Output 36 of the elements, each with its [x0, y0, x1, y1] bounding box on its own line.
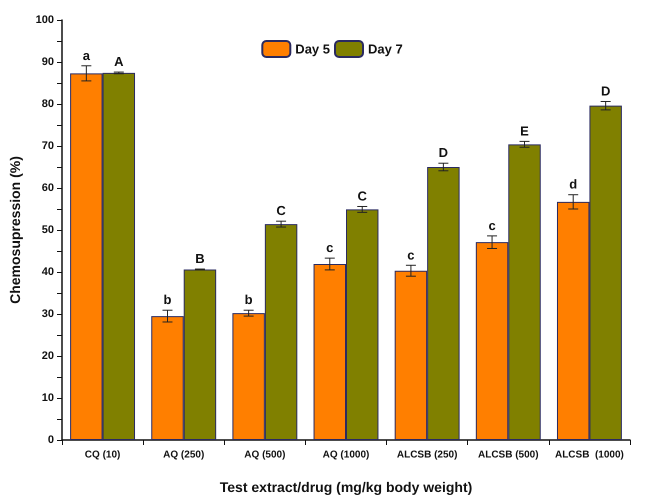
legend-label: Day 5 — [295, 42, 330, 56]
x-axis-title: Test extract/drug (mg/kg body weight) — [220, 479, 472, 495]
annotation: C — [358, 188, 368, 204]
annotation: d — [569, 176, 578, 192]
x-tick-label: AQ (1000) — [322, 450, 370, 460]
annotation: D — [438, 145, 448, 160]
annotation: b — [244, 292, 253, 308]
y-tick-label: 100 — [36, 14, 54, 26]
x-tick-label: ALCSB (250) — [396, 450, 458, 460]
x-tick-label: AQ (250) — [163, 450, 204, 460]
y-tick-label: 0 — [48, 434, 54, 446]
x-tick-label: ALCSB (500) — [478, 450, 539, 460]
annotation: a — [82, 48, 91, 63]
annotation: c — [326, 240, 334, 256]
annotation: b — [164, 292, 172, 308]
y-tick-label: 60 — [42, 182, 54, 194]
y-tick-label: 40 — [42, 266, 54, 278]
annotation: B — [195, 251, 205, 266]
y-tick-label: 70 — [42, 140, 54, 152]
annotation: c — [407, 247, 415, 262]
x-tick-label: AQ (500) — [244, 450, 286, 460]
y-tick-label: 90 — [42, 56, 54, 68]
y-tick-label: 10 — [42, 392, 54, 404]
annotation: E — [520, 123, 530, 138]
y-tick-label: 80 — [42, 98, 54, 110]
annotation: c — [488, 218, 496, 233]
y-tick-label: 30 — [42, 308, 54, 320]
annotation: D — [600, 83, 610, 98]
annotation: C — [276, 203, 286, 218]
annotation: A — [114, 54, 124, 70]
y-tick-label: 50 — [42, 224, 54, 236]
x-tick-label: CQ (10) — [84, 450, 120, 460]
legend-label: Day 7 — [368, 42, 403, 56]
x-tick-label: ALCSB (1000) — [554, 450, 624, 460]
y-tick-label: 20 — [42, 350, 54, 362]
y-axis-title: Chemosupression (%) — [7, 156, 23, 304]
